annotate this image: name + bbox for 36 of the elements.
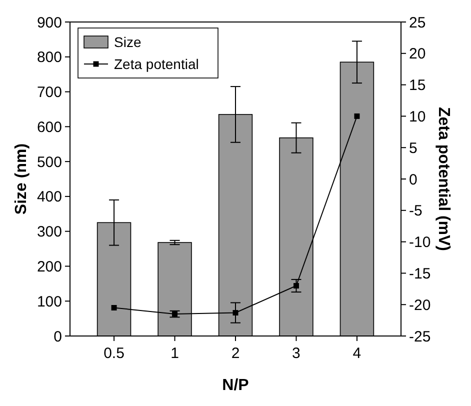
point (232, 310, 238, 316)
x-axis-title: N/P (222, 377, 250, 394)
y-tick-label: 500 (36, 154, 62, 171)
point (111, 305, 117, 310)
y-axis-title: Size (nm) (13, 143, 30, 215)
legend-label: Zeta potential (114, 56, 199, 72)
y2-tick-label: 20 (409, 46, 426, 63)
y2-tick-label: 10 (409, 108, 426, 126)
y-tick-label: 300 (36, 224, 62, 241)
y2-tick-label: 15 (409, 77, 426, 94)
x-tick-label: 1 (170, 345, 179, 362)
y-tick-label: 0 (54, 328, 62, 346)
legend-label: Size (114, 34, 142, 50)
y-tick-label: 200 (36, 258, 62, 276)
y-tick-label: 900 (36, 14, 62, 32)
y2-tick-label: 0 (409, 171, 418, 188)
y-tick-label: 600 (36, 118, 62, 136)
y-tick-label: 700 (36, 84, 62, 102)
y2-axis-title: Zeta potential (mV) (435, 106, 452, 252)
y2-tick-label: 25 (409, 14, 426, 32)
y2-tick-label: -5 (409, 202, 422, 220)
y2-tick-label: -15 (409, 265, 431, 282)
y2-tick-label: -10 (409, 234, 431, 252)
x-tick-label: 3 (292, 345, 300, 362)
x-tick-label: 0.5 (104, 345, 124, 362)
y2-tick-label: -20 (409, 296, 431, 314)
y-tick-label: 800 (36, 49, 62, 66)
y-tick-label: 100 (36, 293, 62, 310)
x-tick-label: 2 (231, 345, 240, 362)
point (354, 113, 360, 119)
y2-tick-label: -25 (409, 328, 431, 346)
y-tick-label: 400 (36, 188, 62, 206)
x-tick-label: 4 (352, 345, 362, 362)
point (172, 311, 178, 317)
point (293, 283, 299, 288)
y2-tick-label: 5 (409, 140, 418, 157)
